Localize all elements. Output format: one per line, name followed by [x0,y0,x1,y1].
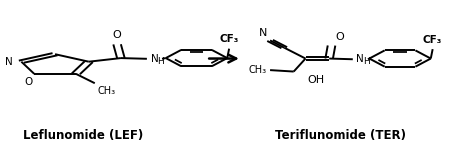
Text: CF₃: CF₃ [219,34,239,44]
Text: CH₃: CH₃ [248,65,266,75]
Text: N: N [5,57,13,67]
Text: O: O [336,32,345,42]
Text: H: H [157,57,164,66]
Text: H: H [363,57,370,66]
Text: O: O [113,30,121,40]
Text: CH₃: CH₃ [97,86,115,96]
Text: OH: OH [307,75,324,85]
Text: Teriflunomide (TER): Teriflunomide (TER) [275,129,407,142]
Text: N: N [151,54,158,64]
Text: N: N [259,28,268,38]
Text: O: O [25,77,33,87]
Text: N: N [356,54,364,64]
Text: Leflunomide (LEF): Leflunomide (LEF) [23,129,144,142]
Text: CF₃: CF₃ [423,35,442,45]
